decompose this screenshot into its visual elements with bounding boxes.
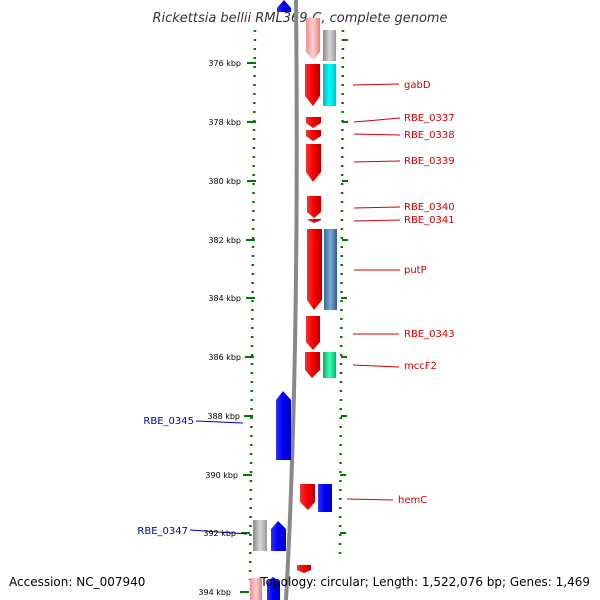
gene-arrow-reverse[interactable]	[276, 391, 291, 460]
label-leader	[353, 219, 401, 222]
genome-backbone	[284, 0, 299, 600]
right-dotted-guide	[338, 29, 345, 561]
tick-label: 382 kbp	[208, 236, 241, 245]
gene-arrow-reverse[interactable]	[271, 521, 286, 551]
tick-label: 386 kbp	[208, 353, 241, 362]
label-leader	[352, 364, 400, 368]
label-leader	[346, 498, 394, 501]
minor-ticks	[340, 39, 348, 534]
left-dotted-guide	[248, 29, 257, 581]
gene-label-reverse[interactable]: RBE_0345	[143, 416, 194, 427]
gene-arrow-forward[interactable]	[300, 484, 315, 510]
label-leader	[353, 133, 401, 136]
gene-label-forward[interactable]: RBE_0339	[404, 156, 455, 167]
gene-label-forward[interactable]: hemC	[398, 495, 427, 506]
label-leader	[353, 160, 401, 163]
map-title: Rickettsia bellii RML369-C, complete gen…	[152, 11, 447, 26]
gene-arrow-forward[interactable]	[308, 219, 321, 223]
forward-genes	[297, 18, 322, 573]
reverse-labels: RBE_0345 RBE_0347	[137, 416, 248, 537]
label-leader	[353, 117, 401, 123]
gene-arrow-forward[interactable]	[305, 352, 320, 378]
gene-arrow-forward[interactable]	[305, 64, 320, 106]
label-leader	[195, 420, 244, 424]
gene-arrow-reverse[interactable]	[267, 577, 280, 600]
label-leader	[353, 206, 401, 209]
cog-box-seagreen	[323, 352, 336, 378]
gene-label-forward[interactable]: gabD	[404, 80, 431, 91]
cog-box-gray	[253, 520, 267, 551]
tick-label: 390 kbp	[205, 471, 238, 480]
cog-box-blue	[318, 484, 332, 512]
gene-label-forward[interactable]: RBE_0337	[404, 113, 455, 124]
gene-label-forward[interactable]: RBE_0343	[404, 329, 455, 340]
gene-label-forward[interactable]: mccF2	[404, 361, 437, 372]
tick-group: 376 kbp 378 kbp 380 kbp 382 kbp 384 kbp …	[198, 59, 256, 597]
gene-label-forward[interactable]: RBE_0341	[404, 215, 455, 226]
cog-box-cyan	[323, 64, 336, 106]
tick-label: 378 kbp	[208, 118, 241, 127]
gene-arrow-forward[interactable]	[306, 130, 321, 141]
forward-labels: gabD RBE_0337 RBE_0338 RBE_0339 RBE_0340…	[346, 80, 455, 506]
gene-arrow-forward[interactable]	[297, 565, 311, 573]
tick-label: 376 kbp	[208, 59, 241, 68]
gene-arrow-forward[interactable]	[306, 117, 321, 128]
label-leader	[352, 83, 400, 86]
gene-arrow-forward[interactable]	[306, 144, 321, 182]
label-leader	[189, 529, 248, 535]
gene-label-forward[interactable]: RBE_0340	[404, 202, 455, 213]
reverse-genes	[267, 0, 291, 600]
tick-label: 392 kbp	[203, 529, 236, 538]
gene-arrow-forward[interactable]	[306, 18, 320, 60]
cog-box-pink	[250, 578, 262, 600]
gene-arrow-forward[interactable]	[306, 316, 320, 350]
tick-label: 380 kbp	[208, 177, 241, 186]
gene-arrow-reverse[interactable]	[277, 0, 291, 12]
gene-arrow-forward[interactable]	[307, 196, 321, 218]
gene-label-reverse[interactable]: RBE_0347	[137, 526, 188, 537]
accession-text: Accession: NC_007940	[9, 575, 145, 589]
cog-box-steelblue	[324, 229, 337, 310]
gene-label-forward[interactable]: RBE_0338	[404, 130, 455, 141]
gene-arrow-forward[interactable]	[307, 229, 322, 310]
tick-label: 394 kbp	[198, 588, 231, 597]
tick-label: 388 kbp	[207, 412, 240, 421]
gene-label-forward[interactable]: putP	[404, 265, 427, 276]
genome-stats-text: Topology: circular; Length: 1,522,076 bp…	[259, 575, 590, 589]
cog-box-gray	[323, 30, 336, 61]
tick-label: 384 kbp	[208, 294, 241, 303]
feature-boxes	[250, 30, 337, 600]
